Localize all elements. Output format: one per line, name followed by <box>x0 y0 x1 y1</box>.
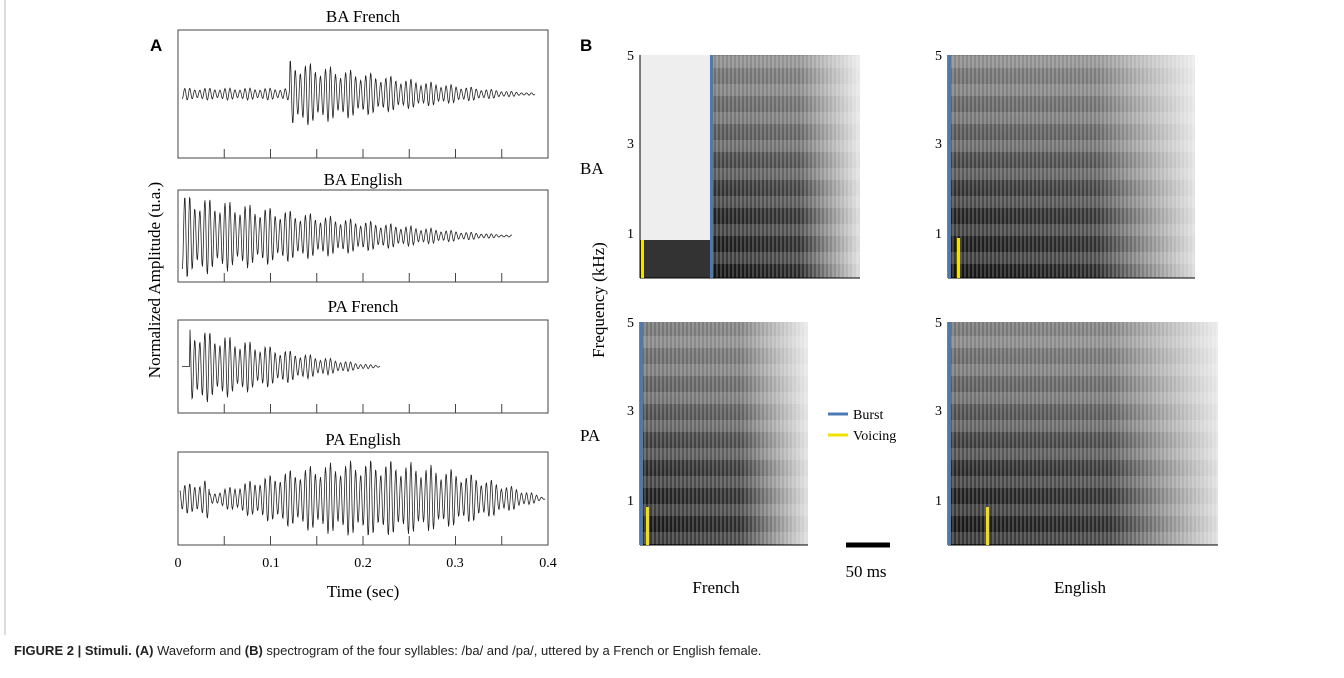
column-label: English <box>1054 578 1106 597</box>
x-tick-label: 0 <box>175 556 182 571</box>
spectrogram-noise <box>640 55 710 240</box>
x-tick-label: 0.3 <box>446 556 464 571</box>
y-tick-label: 5 <box>627 316 634 331</box>
waveform-title: BA English <box>324 170 403 189</box>
caption-text: Waveform and <box>157 643 241 658</box>
legend-label: Burst <box>853 408 883 423</box>
x-axis-label: Time (sec) <box>327 582 400 601</box>
y-axis-label: Frequency (kHz) <box>589 242 608 358</box>
y-tick-label: 3 <box>935 404 942 419</box>
spectrogram-fade <box>710 55 860 278</box>
y-tick-label: 5 <box>935 49 942 64</box>
y-tick-label: 3 <box>627 404 634 419</box>
caption-figure: FIGURE 2 | Stimuli. <box>14 643 132 658</box>
caption-text: spectrogram of the four syllables: /ba/ … <box>266 643 761 658</box>
spectrogram-prevoicing <box>640 240 710 278</box>
y-tick-label: 1 <box>935 227 942 242</box>
y-tick-label: 5 <box>935 316 942 331</box>
x-tick-label: 0.1 <box>262 556 280 571</box>
spectrogram-fade <box>640 322 808 545</box>
row-label: PA <box>580 426 601 445</box>
panel-label: A <box>150 36 162 55</box>
y-tick-label: 1 <box>935 494 942 509</box>
caption-b: (B) <box>245 643 263 658</box>
y-tick-label: 3 <box>627 137 634 152</box>
waveform-title: PA English <box>325 430 401 449</box>
scale-bar-label: 50 ms <box>845 562 886 581</box>
row-label: BA <box>580 159 604 178</box>
x-tick-label: 0.2 <box>354 556 372 571</box>
y-tick-label: 1 <box>627 494 634 509</box>
caption: FIGURE 2 | Stimuli. (A) Waveform and (B)… <box>14 643 761 658</box>
y-axis-label: Normalized Amplitude (u.a.) <box>145 182 164 378</box>
column-label: French <box>692 578 740 597</box>
spectrogram-fade <box>948 55 1195 278</box>
figure: A Normalized Amplitude (u.a.) BA French … <box>0 0 1344 678</box>
figure-graphics: A Normalized Amplitude (u.a.) BA French … <box>0 0 1344 635</box>
y-tick-label: 5 <box>627 49 634 64</box>
caption-a: (A) <box>135 643 153 658</box>
x-tick-label: 0.4 <box>539 556 557 571</box>
legend-label: Voicing <box>853 429 896 444</box>
y-tick-label: 1 <box>627 227 634 242</box>
y-tick-label: 3 <box>935 137 942 152</box>
waveform-title: BA French <box>326 7 401 26</box>
panel-label: B <box>580 36 592 55</box>
waveform-title: PA French <box>328 297 399 316</box>
